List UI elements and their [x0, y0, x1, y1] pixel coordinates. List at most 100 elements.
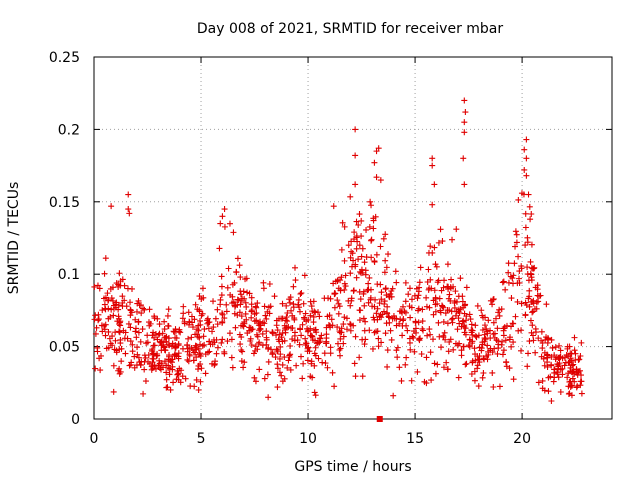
data-point: [135, 319, 142, 326]
data-point: [121, 297, 128, 304]
data-point: [573, 369, 580, 376]
data-point: [359, 245, 366, 252]
data-point: [460, 155, 467, 162]
data-point: [568, 350, 575, 357]
data-point: [535, 298, 542, 305]
data-point: [264, 308, 271, 315]
data-point: [529, 309, 536, 316]
data-point: [146, 306, 153, 313]
data-point: [297, 308, 304, 315]
data-point: [198, 312, 205, 319]
data-point: [353, 218, 360, 225]
data-point: [284, 318, 291, 325]
data-point: [129, 341, 136, 348]
data-point: [469, 340, 476, 347]
data-point: [436, 333, 443, 340]
data-point: [571, 347, 578, 354]
data-point: [500, 325, 507, 332]
data-point: [388, 336, 395, 343]
data-point: [92, 312, 99, 319]
data-point: [466, 336, 473, 343]
data-point: [474, 302, 481, 309]
data-point: [446, 339, 453, 346]
data-point: [393, 347, 400, 354]
data-point: [541, 362, 548, 369]
data-point: [230, 298, 237, 305]
data-point: [223, 301, 230, 308]
data-point: [281, 337, 288, 344]
data-point: [355, 256, 362, 263]
data-point: [502, 286, 509, 293]
data-point: [184, 341, 191, 348]
data-point: [120, 327, 127, 334]
data-point: [155, 331, 162, 338]
data-point: [298, 353, 305, 360]
data-point: [439, 238, 446, 245]
data-point: [101, 270, 108, 277]
data-point: [475, 356, 482, 363]
data-point: [110, 312, 117, 319]
data-point: [398, 377, 405, 384]
data-point: [234, 255, 241, 262]
data-point: [366, 274, 373, 281]
data-point: [484, 330, 491, 337]
data-point: [562, 359, 569, 366]
data-point: [442, 310, 449, 317]
data-point: [221, 315, 228, 322]
data-point: [357, 268, 364, 275]
data-point: [165, 341, 172, 348]
data-point: [247, 338, 254, 345]
plot-frame: [93, 56, 613, 420]
data-point: [230, 229, 237, 236]
data-point: [134, 300, 141, 307]
data-point: [286, 299, 293, 306]
data-point: [262, 312, 269, 319]
data-point: [141, 366, 148, 373]
data-point: [508, 343, 515, 350]
data-point: [113, 280, 120, 287]
data-point: [410, 334, 417, 341]
data-point: [387, 327, 394, 334]
y-tick-label: 0.2: [58, 122, 80, 138]
data-point: [195, 387, 202, 394]
data-point: [292, 277, 299, 284]
data-point: [383, 264, 390, 271]
data-point: [214, 306, 221, 313]
data-point: [523, 155, 530, 162]
data-point: [274, 365, 281, 372]
data-point: [461, 310, 468, 317]
data-point: [458, 323, 465, 330]
data-point: [438, 344, 445, 351]
data-point: [296, 341, 303, 348]
data-point: [201, 341, 208, 348]
data-point: [324, 364, 331, 371]
data-point: [338, 246, 345, 253]
data-point: [279, 361, 286, 368]
data-point: [377, 177, 384, 184]
data-point: [515, 196, 522, 203]
data-point: [300, 300, 307, 307]
data-point: [495, 309, 502, 316]
data-point: [383, 309, 390, 316]
data-point: [116, 321, 123, 328]
data-point: [242, 310, 249, 317]
data-point: [526, 293, 533, 300]
data-point: [555, 374, 562, 381]
data-point: [530, 308, 537, 315]
data-point: [431, 287, 438, 294]
data-point: [485, 351, 492, 358]
data-point: [370, 314, 377, 321]
data-point: [161, 358, 168, 365]
data-point: [551, 352, 558, 359]
data-point: [272, 354, 279, 361]
data-point: [522, 311, 529, 318]
data-point: [397, 316, 404, 323]
data-point: [205, 325, 212, 332]
data-point: [426, 304, 433, 311]
data-point: [291, 329, 298, 336]
data-point: [430, 297, 437, 304]
data-point: [129, 348, 136, 355]
data-point: [556, 354, 563, 361]
data-point: [371, 259, 378, 266]
